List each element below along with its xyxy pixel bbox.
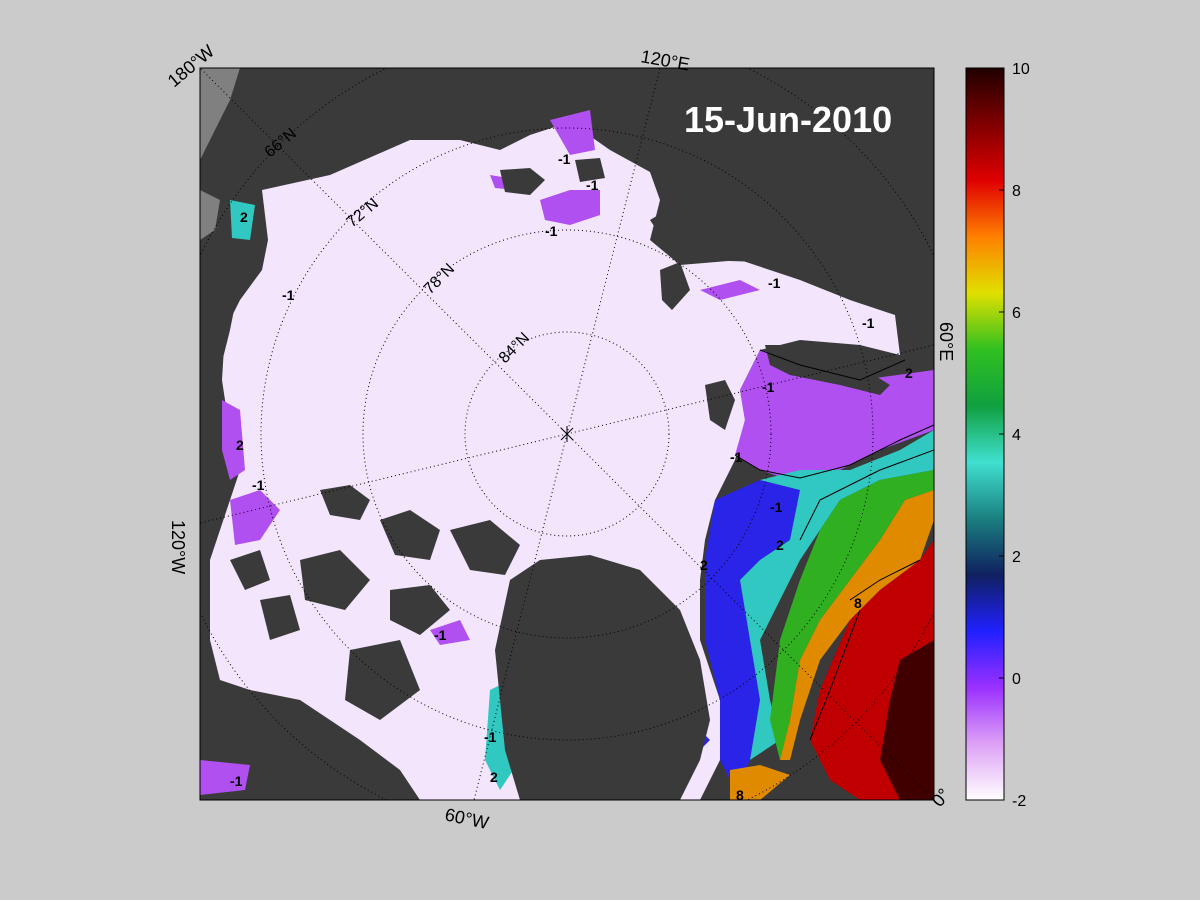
novaya-zemlya [765,345,890,395]
meridian-60e [566,344,934,435]
colorbar-tick-label: 4 [1012,427,1021,444]
colorbar-tick-label: -2 [1012,793,1026,810]
contour-label: 8 [736,787,744,803]
longitude-label-120w: 120°W [168,520,188,574]
contour-label: 2 [490,769,498,785]
contour-lines [734,349,934,741]
date-label: 15-Jun-2010 [684,99,892,140]
north-pole-marker [560,426,574,442]
siberian-coast [650,180,934,300]
colorbar-gradient [965,67,1005,801]
meridian-60w [473,433,568,800]
dark-red-water [880,640,934,800]
longitude-label-60e: 60°E [936,322,956,361]
parallel-78 [362,229,772,639]
parallel-84 [464,331,670,537]
meridian-120e [566,68,661,435]
graticule [200,68,934,800]
colorbar-tick-label: 8 [1012,183,1021,200]
contour-label: -1 [558,151,571,167]
contour-label: -1 [252,477,265,493]
green-water [770,470,934,760]
colorbar-tick-label: 0 [1012,671,1021,688]
colorbar-tick-label: 2 [1012,549,1021,566]
contour-label: -1 [545,223,558,239]
contour-label: -1 [862,315,875,331]
map-border [199,67,935,801]
yellow-orange-water [730,490,934,800]
contour-label: -1 [434,627,447,643]
colorbar: 10 8 6 4 2 0 -2 [965,61,1030,810]
contour-label: -1 [768,275,781,291]
contour-label: -1 [282,287,295,303]
parallel-72 [260,127,874,741]
contour-label: -1 [762,379,775,395]
cold-water-purple [200,110,934,795]
svalbard [705,380,735,430]
contour-label: -1 [484,729,497,745]
contour-label: -1 [230,773,243,789]
contour-label: 2 [240,209,248,225]
contour-label: 2 [776,537,784,553]
new-siberian-islands [500,158,605,195]
blue-water [680,480,800,790]
contour-label: 2 [905,365,913,381]
longitude-label-60w: 60°W [443,804,490,833]
colorbar-tick-label: 10 [1012,61,1030,78]
contour-label: -1 [770,499,783,515]
franz-josef-land [660,262,690,310]
teal-water [230,200,934,790]
contour-label: 2 [236,437,244,453]
contour-label: 2 [700,557,708,573]
colorbar-tick-label: 6 [1012,305,1021,322]
alaska-coast [200,245,240,400]
contour-label: 8 [854,595,862,611]
contour-label-group: -1 -1 -1 -1 -1 -1 -1 -1 -1 -1 -1 -1 -1 2… [230,151,913,803]
map-panel: -1 -1 -1 -1 -1 -1 -1 -1 -1 -1 -1 -1 -1 2… [200,68,934,803]
contour-label: -1 [730,449,743,465]
meridian-120w [200,433,568,524]
greenland [495,555,710,800]
canadian-archipelago [230,485,520,720]
contour-label: -1 [586,177,599,193]
colorbar-ticks: 10 8 6 4 2 0 -2 [999,61,1030,810]
